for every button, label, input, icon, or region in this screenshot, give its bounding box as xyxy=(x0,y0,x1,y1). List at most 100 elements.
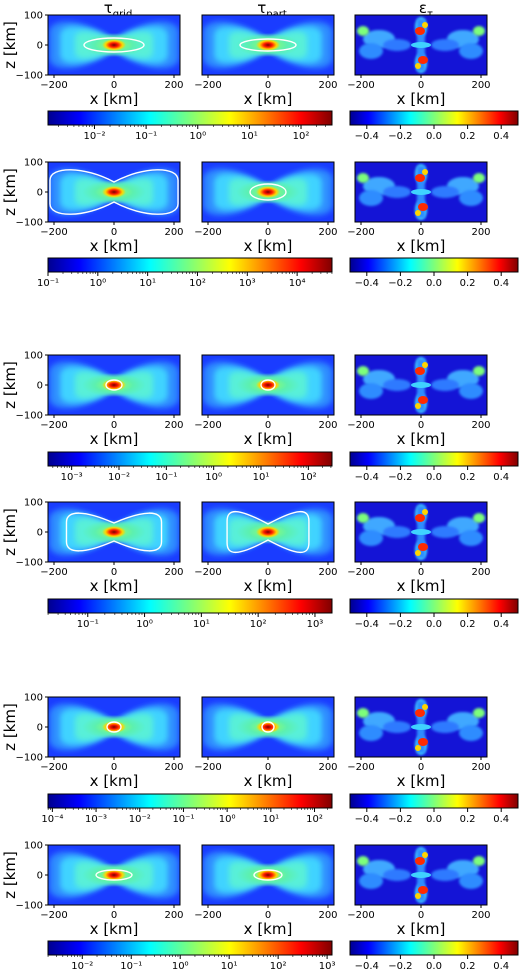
x-tick-label: 200 xyxy=(318,80,337,91)
error-colorbar-tick-label: 0.0 xyxy=(426,619,442,630)
y-axis-label: z [km] xyxy=(1,508,19,556)
tau-colorbar-tick-label: 10² xyxy=(300,472,317,483)
x-tick-label: −200 xyxy=(194,420,221,431)
y-tick-label: 100 xyxy=(24,158,43,169)
x-tick-label: −200 xyxy=(40,227,67,238)
y-tick-label: −100 xyxy=(16,218,43,229)
x-axis-label: x [km] xyxy=(244,90,293,108)
panel-r6-c1: −200 0 200 x [km] −100 0 100 z [km] xyxy=(1,841,184,939)
x-tick-label: 200 xyxy=(471,762,490,773)
x-tick-label: 0 xyxy=(265,762,271,773)
tau-unity-contour xyxy=(253,869,283,881)
x-tick-label: −200 xyxy=(40,420,67,431)
tau-unity-contour xyxy=(95,869,133,881)
panel-r6-c2: −200 0 200 x [km] xyxy=(194,844,338,938)
error-colorbar-tick-label: −0.2 xyxy=(388,619,412,630)
panel-r5-c3: −200 0 200 x [km] xyxy=(347,696,491,790)
error-colorbar-4: −0.4 −0.2 0.0 0.2 0.4 xyxy=(349,598,519,630)
tau-colorbar-3: 10⁻³ 10⁻² 10⁻¹ 10⁰ 10¹ 10² xyxy=(47,451,333,483)
y-axis-label: z [km] xyxy=(1,361,19,409)
y-tick-label: 100 xyxy=(24,693,43,704)
x-tick-label: 200 xyxy=(164,762,183,773)
x-tick-label: 200 xyxy=(164,80,183,91)
x-tick-label: 200 xyxy=(471,567,490,578)
error-colorbar-tick-label: 0.2 xyxy=(460,961,476,971)
panel-r3-c3: −200 0 200 x [km] xyxy=(347,354,491,448)
tau-colorbar-tick-label: 10² xyxy=(306,814,323,825)
panel-r4-c2: −200 0 200 x [km] xyxy=(194,501,338,595)
error-colorbar-tick-label: 0.4 xyxy=(493,961,509,971)
tau-colorbar-tick-label: 10⁰ xyxy=(136,619,153,630)
tau-colorbar-tick-label: 10¹ xyxy=(193,619,210,630)
y-tick-label: 100 xyxy=(24,498,43,509)
tau-colorbar-tick-label: 10² xyxy=(293,131,310,142)
x-axis-label: x [km] xyxy=(90,237,139,255)
x-tick-label: 0 xyxy=(418,80,424,91)
x-tick-label: −200 xyxy=(40,567,67,578)
error-colorbar-tick-label: 0.0 xyxy=(426,278,442,289)
tau-colorbar-tick-label: 10⁻¹ xyxy=(77,619,99,630)
y-tick-label: 0 xyxy=(37,41,43,52)
y-tick-label: 0 xyxy=(37,381,43,392)
x-tick-label: 0 xyxy=(418,762,424,773)
x-tick-label: 200 xyxy=(471,910,490,921)
tau-colorbar-tick-label: 10² xyxy=(270,961,287,971)
tau-colorbar-tick-label: 10⁻¹ xyxy=(135,131,157,142)
tau-colorbar-1: 10⁻² 10⁻¹ 10⁰ 10¹ 10² xyxy=(47,110,333,142)
error-colorbar-tick-label: 0.0 xyxy=(426,961,442,971)
error-colorbar-tick-label: −0.2 xyxy=(388,814,412,825)
tau-colorbar-tick-label: 10⁻¹ xyxy=(155,472,177,483)
x-tick-label: 200 xyxy=(164,910,183,921)
x-tick-label: 200 xyxy=(318,227,337,238)
x-tick-label: 200 xyxy=(471,227,490,238)
tau-colorbar-tick-label: 10⁻² xyxy=(83,131,105,142)
x-axis-label: x [km] xyxy=(90,90,139,108)
x-axis-label: x [km] xyxy=(90,920,139,938)
tau-colorbar-tick-label: 10² xyxy=(250,619,267,630)
x-axis-label: x [km] xyxy=(90,577,139,595)
tau-colorbar-tick-label: 10⁰ xyxy=(89,278,106,289)
tau-colorbar-tick-label: 10³ xyxy=(307,619,324,630)
error-colorbar-tick-label: 0.4 xyxy=(493,278,509,289)
error-colorbar-tick-label: 0.2 xyxy=(460,472,476,483)
tau-unity-contour xyxy=(249,183,287,201)
error-colorbar-tick-label: 0.4 xyxy=(493,472,509,483)
x-axis-label: x [km] xyxy=(397,430,446,448)
tau-unity-contour xyxy=(260,379,276,391)
y-tick-label: 100 xyxy=(24,11,43,22)
y-tick-label: 0 xyxy=(37,723,43,734)
x-axis-label: x [km] xyxy=(397,237,446,255)
x-tick-label: 200 xyxy=(471,80,490,91)
tau-colorbar-tick-label: 10⁰ xyxy=(189,131,206,142)
error-colorbar-tick-label: 0.2 xyxy=(460,278,476,289)
tau-colorbar-tick-label: 10¹ xyxy=(221,961,238,971)
tau-colorbar-tick-label: 10⁻⁴ xyxy=(41,814,63,825)
panel-r5-c2: −200 0 200 x [km] xyxy=(194,696,338,790)
tau-unity-contour xyxy=(65,512,163,552)
error-colorbar-tick-label: −0.4 xyxy=(355,131,379,142)
y-tick-label: 100 xyxy=(24,351,43,362)
error-colorbar-5: −0.4 −0.2 0.0 0.2 0.4 xyxy=(349,793,519,825)
tau-colorbar-tick-label: 10² xyxy=(189,278,206,289)
x-tick-label: −200 xyxy=(347,420,374,431)
tau-colorbar-4: 10⁻¹ 10⁰ 10¹ 10² 10³ xyxy=(47,598,333,630)
x-tick-label: 200 xyxy=(164,420,183,431)
x-axis-label: x [km] xyxy=(244,920,293,938)
x-tick-label: −200 xyxy=(194,80,221,91)
error-colorbar-1: −0.4 −0.2 0.0 0.2 0.4 xyxy=(349,110,519,142)
x-tick-label: −200 xyxy=(40,910,67,921)
x-tick-label: 0 xyxy=(265,420,271,431)
error-colorbar-tick-label: 0.0 xyxy=(426,131,442,142)
x-axis-label: x [km] xyxy=(90,430,139,448)
panel-r6-c3: −200 0 200 x [km] xyxy=(347,844,491,938)
error-colorbar-tick-label: 0.0 xyxy=(426,814,442,825)
tau-unity-contour xyxy=(226,510,310,554)
panel-r2-c2: −200 0 200 x [km] xyxy=(194,161,338,255)
error-colorbar-2: −0.4 −0.2 0.0 0.2 0.4 xyxy=(349,257,519,289)
tau-colorbar-2: 10⁻¹ 10⁰ 10¹ 10² 10³ 10⁴ xyxy=(37,257,333,289)
y-tick-label: −100 xyxy=(16,558,43,569)
error-colorbar-tick-label: 0.0 xyxy=(426,472,442,483)
x-tick-label: −200 xyxy=(194,567,221,578)
tau-colorbar-5: 10⁻⁴ 10⁻³ 10⁻² 10⁻¹ 10⁰ 10¹ 10² xyxy=(41,793,333,825)
error-colorbar-tick-label: −0.2 xyxy=(388,472,412,483)
